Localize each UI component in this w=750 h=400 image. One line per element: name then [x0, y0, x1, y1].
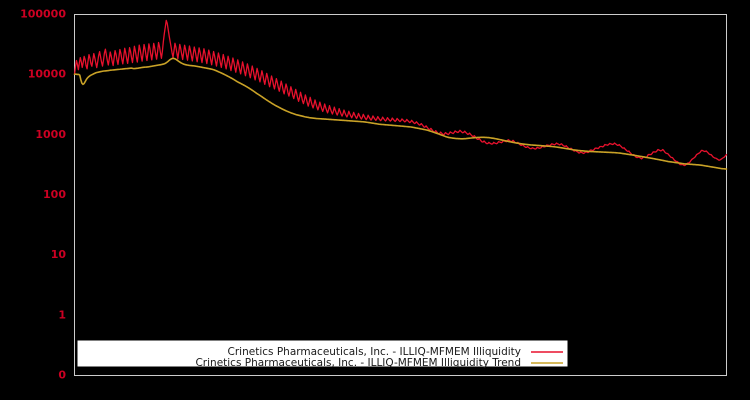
- plot-frame: [74, 14, 727, 376]
- series-line-illiquidity: [73, 19, 728, 167]
- y-tick-label: 1: [58, 308, 66, 321]
- y-tick-label: 10000: [28, 68, 67, 81]
- y-tick-label: 100000: [20, 8, 66, 21]
- series-line-illiquidity-trend: [73, 57, 728, 170]
- data-series-group: [73, 19, 728, 170]
- chart-legend[interactable]: Crinetics Pharmaceuticals, Inc. - ILLIQ-…: [77, 340, 568, 369]
- legend-background: [77, 340, 568, 367]
- legend-label-illiquidity: Crinetics Pharmaceuticals, Inc. - ILLIQ-…: [228, 346, 521, 358]
- y-tick-label: 1000: [35, 128, 66, 141]
- y-tick-label: 0: [58, 369, 66, 382]
- y-tick-label: 100: [43, 188, 66, 201]
- legend-label-illiquidity-trend: Crinetics Pharmaceuticals, Inc. - ILLIQ-…: [195, 357, 521, 369]
- y-tick-label: 10: [51, 248, 67, 261]
